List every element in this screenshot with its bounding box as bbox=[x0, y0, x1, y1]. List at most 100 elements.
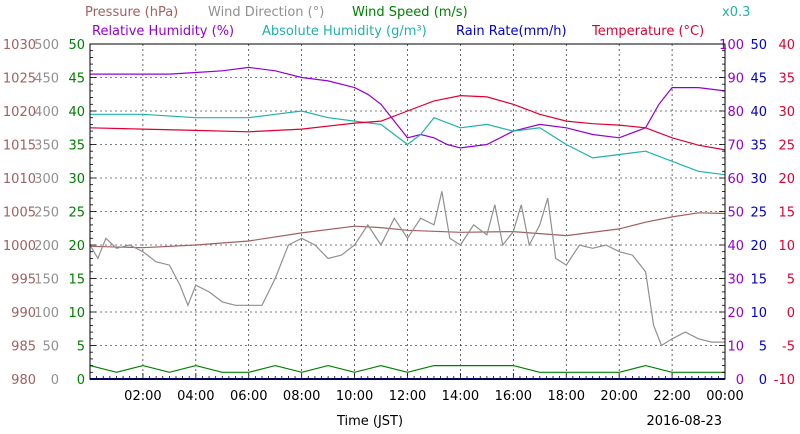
series-line bbox=[89, 364, 725, 373]
legend-item: Temperature (°C) bbox=[591, 24, 704, 39]
legend-item: Wind Speed (m/s) bbox=[352, 5, 468, 20]
axis-tick-label: 150 bbox=[34, 273, 59, 288]
axis-tick-label: 0 bbox=[51, 373, 59, 388]
axis-tick-label: 30 bbox=[750, 172, 767, 187]
axis-tick-label: 35 bbox=[750, 139, 767, 154]
axis-tick-label: 980 bbox=[11, 373, 36, 388]
grid bbox=[90, 44, 725, 379]
axis-tick-label: 70 bbox=[727, 139, 744, 154]
axis-tick-label: 990 bbox=[11, 306, 36, 321]
axis-tick-label: 50 bbox=[42, 340, 59, 355]
x-tick-label: 18:00 bbox=[548, 389, 585, 404]
axis-tick-label: 350 bbox=[34, 139, 59, 154]
axis-tick-label: 300 bbox=[34, 172, 59, 187]
axis-tick-label: 5 bbox=[759, 340, 767, 355]
axis-tick-label: 40 bbox=[778, 38, 795, 53]
axis-tick-label: 25 bbox=[68, 206, 85, 221]
axis-tick-label: 40 bbox=[727, 239, 744, 254]
x-tick-label: 08:00 bbox=[283, 389, 320, 404]
axis-tick-label: 40 bbox=[750, 105, 767, 120]
series-line bbox=[89, 212, 726, 249]
x-tick-label: 22:00 bbox=[653, 389, 690, 404]
series-line bbox=[89, 191, 725, 347]
axis-tick-label: 1000 bbox=[3, 239, 36, 254]
axis-tick-label: 0 bbox=[787, 306, 795, 321]
axis-tick-label: 250 bbox=[34, 206, 59, 221]
axis-tick-label: 100 bbox=[34, 306, 59, 321]
axis-tick-label: 0 bbox=[77, 373, 85, 388]
axis-tick-label: 35 bbox=[68, 139, 85, 154]
axis-tick-label: 15 bbox=[750, 273, 767, 288]
axis-tick-label: 1015 bbox=[3, 139, 36, 154]
axis-tick-label: 985 bbox=[11, 340, 36, 355]
axis-tick-label: -5 bbox=[782, 340, 795, 355]
axis-tick-label: 15 bbox=[778, 206, 795, 221]
x-tick-label: 10:00 bbox=[336, 389, 373, 404]
right-axes: 1009080706050403020100504540353025201510… bbox=[719, 38, 795, 388]
axis-tick-label: 400 bbox=[34, 105, 59, 120]
axis-tick-label: 20 bbox=[68, 239, 85, 254]
axis-tick-label: 10 bbox=[750, 306, 767, 321]
x-tick-label: 02:00 bbox=[124, 389, 161, 404]
date-label: 2016-08-23 bbox=[646, 414, 722, 429]
series-line bbox=[90, 66, 726, 149]
axis-tick-label: 40 bbox=[68, 105, 85, 120]
axis-tick-label: 995 bbox=[11, 273, 36, 288]
axis-tick-label: 1005 bbox=[3, 206, 36, 221]
x-tick-label: 04:00 bbox=[177, 389, 214, 404]
axis-tick-label: 1030 bbox=[3, 38, 36, 53]
axis-tick-label: 25 bbox=[778, 139, 795, 154]
axis-tick-label: 1025 bbox=[3, 72, 36, 87]
axis-tick-label: 30 bbox=[727, 273, 744, 288]
axis-tick-label: 10 bbox=[68, 306, 85, 321]
axis-tick-label: 20 bbox=[750, 239, 767, 254]
axis-tick-label: 5 bbox=[787, 273, 795, 288]
legend: Pressure (hPa) Wind Direction (°) Wind Spe… bbox=[85, 5, 704, 39]
axis-tick-label: 500 bbox=[34, 38, 59, 53]
axis-tick-label: 50 bbox=[750, 38, 767, 53]
axis-tick-label: 30 bbox=[68, 172, 85, 187]
x-tick-label: 00:00 bbox=[706, 389, 743, 404]
x-tick-label: 16:00 bbox=[495, 389, 532, 404]
axis-tick-label: 60 bbox=[727, 172, 744, 187]
axis-tick-label: 1020 bbox=[3, 105, 36, 120]
x-axis: 02:00 04:00 06:00 08:00 10:00 12:00 14:00 16:00… bbox=[89, 373, 744, 404]
axis-tick-label: 0 bbox=[736, 373, 744, 388]
series-line bbox=[89, 94, 726, 151]
axis-tick-label: 35 bbox=[778, 72, 795, 87]
x-axis-label: Time (JST) bbox=[336, 414, 403, 429]
axis-tick-label: 90 bbox=[727, 72, 744, 87]
series-line bbox=[90, 110, 726, 176]
axis-tick-label: 50 bbox=[68, 38, 85, 53]
axis-tick-label: 25 bbox=[750, 206, 767, 221]
axis-tick-label: 15 bbox=[68, 273, 85, 288]
x-tick-label: 06:00 bbox=[230, 389, 267, 404]
axis-tick-label: 450 bbox=[34, 72, 59, 87]
legend-item: Rain Rate(mm/h) bbox=[456, 24, 567, 39]
x-tick-label: 12:00 bbox=[389, 389, 426, 404]
axis-tick-label: 20 bbox=[727, 306, 744, 321]
axis-tick-label: 10 bbox=[778, 239, 795, 254]
axis-tick-label: 5 bbox=[77, 340, 85, 355]
axis-tick-label: 45 bbox=[750, 72, 767, 87]
legend-item: Relative Humidity (%) bbox=[92, 24, 234, 39]
axis-tick-label: 100 bbox=[719, 38, 744, 53]
axis-tick-label: 80 bbox=[727, 105, 744, 120]
left-axes: 1030102510201015101010051000995990985980… bbox=[3, 38, 96, 388]
scale-note: x0.3 bbox=[722, 5, 750, 20]
x-tick-label: 14:00 bbox=[442, 389, 479, 404]
axis-tick-label: 200 bbox=[34, 239, 59, 254]
axis-tick-label: 20 bbox=[778, 172, 795, 187]
legend-item: Absolute Humidity (g/m³) bbox=[262, 24, 427, 39]
axis-tick-label: -10 bbox=[774, 373, 795, 388]
x-tick-label: 20:00 bbox=[600, 389, 637, 404]
legend-item: Pressure (hPa) bbox=[85, 5, 178, 20]
axis-tick-label: 10 bbox=[727, 340, 744, 355]
axis-tick-label: 45 bbox=[68, 72, 85, 87]
axis-tick-label: 1010 bbox=[3, 172, 36, 187]
axis-tick-label: 0 bbox=[759, 373, 767, 388]
axis-tick-label: 30 bbox=[778, 105, 795, 120]
legend-item: Wind Direction (°) bbox=[208, 5, 324, 20]
axis-tick-label: 50 bbox=[727, 206, 744, 221]
